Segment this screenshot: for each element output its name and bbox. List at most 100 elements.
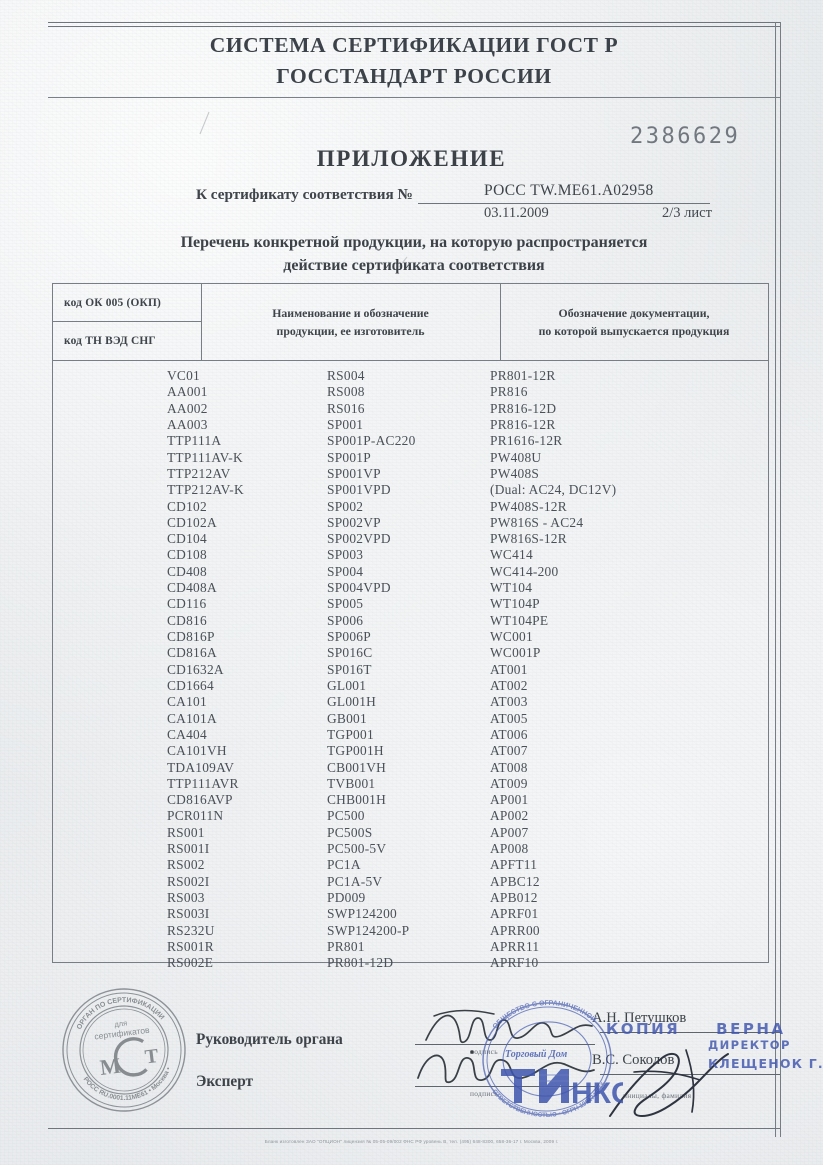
product-code-cell: RS003I [167, 906, 210, 922]
product-code-cell: AA001 [167, 384, 208, 400]
certificate-label: К сертификату соответствия № [196, 186, 413, 203]
product-code-cell: CD816P [167, 629, 215, 644]
product-code-cell: AT009 [490, 775, 528, 791]
product-code-cell: AT003 [490, 694, 528, 710]
product-code-cell: SP004 [327, 563, 364, 579]
signature-role-expert: Эксперт [196, 1073, 254, 1090]
product-code-cell: AA002 [167, 400, 208, 416]
product-code-cell: SP002VP [327, 514, 381, 530]
signature-caption-expert: подпись [470, 1089, 498, 1098]
document-subtitle: Перечень конкретной продукции, на котору… [60, 231, 768, 277]
subtitle-line-1: Перечень конкретной продукции, на котору… [180, 234, 648, 251]
product-code-cell: AT008 [490, 759, 528, 775]
product-code-cell: CD408A [167, 580, 217, 596]
product-code-cell: AP007 [490, 824, 529, 840]
product-code-cell: SP006P [327, 629, 371, 644]
product-code-cell: PW408U [490, 449, 542, 465]
product-code-cell: AP002 [490, 808, 529, 824]
product-code-cell: AP001 [490, 792, 529, 808]
name-line-expert [600, 1074, 780, 1075]
pen-smudge-icon [199, 111, 210, 135]
tinko-logo-stamp: Торговый Дом НКО [495, 1041, 634, 1110]
product-code-cell: GL001H [327, 694, 377, 710]
product-code-cell: SWP124200-P [327, 922, 410, 938]
product-code-cell: CA101VH [167, 743, 227, 759]
signatory-name-head: А.Н. Петушков [592, 1010, 687, 1026]
product-code-cell: RS001I [167, 841, 210, 857]
signature-role-head: Руководитель органа [196, 1031, 343, 1048]
product-code-cell: RS001R [167, 938, 214, 954]
product-code-cell: AT001 [490, 661, 528, 677]
table-header-documentation-line-2: по которой выпускается продукция [538, 324, 730, 338]
svg-text:сертификатов: сертификатов [94, 1025, 151, 1042]
product-code-cell: AP008 [490, 841, 529, 857]
product-code-cell: PCR011N [167, 808, 224, 824]
frame-line-bottom [48, 1128, 780, 1129]
product-code-cell: PR801 [327, 938, 365, 954]
product-table: код ОК 005 (ОКП) код ТН ВЭД СНГ Наименов… [52, 283, 769, 970]
product-code-cell: SP001 [327, 416, 364, 432]
svg-text:ОБЩЕСТВО С ОГРАНИЧЕННОЙ: ОБЩЕСТВО С ОГРАНИЧЕННОЙ [490, 996, 599, 1030]
signature-line-expert [415, 1086, 595, 1087]
product-code-cell: SP001P [327, 449, 371, 465]
certificate-date: 03.11.2009 [484, 205, 549, 221]
product-code-cell: TTP212AV [167, 465, 231, 481]
table-header-product-name: Наименование и обозначение продукции, ее… [201, 284, 501, 360]
product-code-cell: CD102A [167, 514, 217, 530]
product-code-column-3: PR801-12R PR816 PR816-12D PR816-12R PR1616-1… [490, 368, 616, 972]
svg-text:Т: Т [144, 1045, 161, 1069]
product-code-cell: CHB001H [327, 792, 387, 808]
director-name-stamp: КЛЕЩЕНОК Г.С. [606, 1056, 823, 1071]
product-code-cell: PC500-5V [327, 841, 387, 857]
signature-line-head [415, 1044, 595, 1045]
table-header-okp: код ОК 005 (ОКП) [53, 284, 201, 322]
product-code-cell: CD102 [167, 498, 207, 514]
table-header-documentation: Обозначение документации, по которой вып… [500, 284, 768, 360]
product-code-cell: CB001VH [327, 759, 387, 775]
product-code-cell: APBC12 [490, 873, 540, 889]
product-code-cell: RS002I [167, 873, 210, 889]
product-code-cell: APRF10 [490, 955, 539, 971]
product-code-cell: RS004 [327, 368, 365, 383]
product-code-cell: TTP111AV-K [167, 449, 243, 465]
product-code-cell: PR816-12D [490, 400, 557, 416]
frame-line-top-outer [48, 22, 780, 23]
product-code-cell: PD009 [327, 890, 366, 905]
table-header-codes: код ОК 005 (ОКП) код ТН ВЭД СНГ [53, 284, 202, 360]
product-code-cell: PC1A [327, 857, 361, 873]
product-code-cell: PR816-12R [490, 416, 556, 432]
subtitle-line-2: действие сертификата соответствия [283, 257, 545, 275]
frame-line-header-bottom [48, 97, 780, 98]
product-code-cell: VC01 [167, 368, 200, 383]
footer-note: Бланк изготовлен ЗАО "ОПЦИОН" лицензия №… [264, 1139, 559, 1144]
product-code-cell: WC414 [490, 547, 533, 563]
certificate-underline [418, 203, 710, 204]
pen-smudge-icon [398, 256, 408, 268]
product-code-cell: AT007 [490, 743, 528, 759]
product-code-cell: AT002 [490, 677, 528, 693]
frame-line-right-outer [775, 22, 776, 1137]
product-code-cell: PR801-12R [490, 368, 556, 383]
product-code-cell: CD1664 [167, 677, 214, 693]
sheet-number: 2/3 лист [662, 205, 712, 221]
product-code-cell: PC1A-5V [327, 873, 383, 889]
product-code-cell: WC414-200 [490, 563, 559, 579]
product-code-cell: (Dual: AC24, DC12V) [490, 482, 617, 498]
product-code-cell: RS002E [167, 955, 214, 971]
product-code-cell: PC500S [327, 824, 373, 840]
table-header-product-name-line-2: продукции, ее изготовитель [276, 324, 425, 338]
page-title: ПРИЛОЖЕНИЕ [316, 146, 507, 171]
product-code-cell: WT104PE [490, 612, 549, 628]
product-code-cell: CA404 [167, 726, 207, 742]
product-code-cell: RS016 [327, 400, 365, 416]
product-code-cell: SP016T [327, 661, 372, 677]
product-code-cell: SP002 [327, 498, 364, 514]
product-code-cell: SP004VPD [327, 580, 391, 596]
product-code-column-2: RS004 RS008 RS016 SP001 SP001P-AC220 SP001P SP… [327, 368, 416, 972]
table-header-tnved: код ТН ВЭД СНГ [64, 334, 156, 347]
copy-word-verna: ВЕРНА [716, 1020, 786, 1038]
product-code-cell: AA003 [167, 416, 208, 432]
product-code-cell: CD108 [167, 547, 207, 563]
product-code-cell: TTP111AVR [167, 775, 239, 791]
